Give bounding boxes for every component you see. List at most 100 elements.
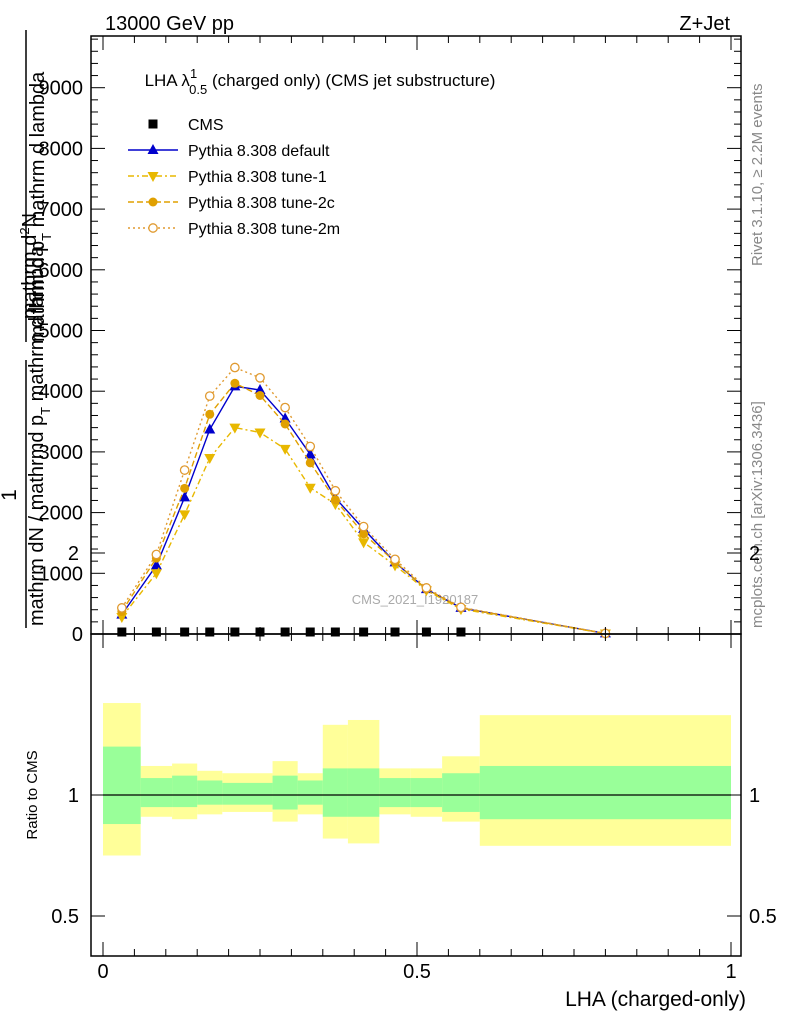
legend-marker — [148, 119, 158, 129]
data-point — [255, 372, 265, 383]
data-point — [204, 453, 216, 464]
data-point — [359, 627, 369, 637]
legend: CMS Pythia 8.308 default Pythia 8.308 tune… — [128, 117, 340, 238]
header-process: Z+Jet — [679, 13, 730, 35]
y-tick-label: 5000 — [39, 321, 84, 343]
data-point — [150, 569, 162, 580]
plot-title-rest: (charged only) (CMS jet substructure) — [207, 71, 495, 90]
ratio-stat-band — [103, 746, 141, 825]
ratio-ylabel: Ratio to CMS — [24, 750, 41, 839]
ratio-stat-band — [442, 773, 480, 812]
data-point — [151, 627, 161, 637]
data-point — [305, 441, 316, 452]
data-point — [254, 428, 266, 439]
y-tick-label: 4000 — [39, 381, 84, 403]
data-point — [304, 448, 316, 459]
data-point — [358, 521, 369, 532]
plot-title-sub: 0.5 — [189, 82, 207, 97]
y-tick-label: 0 — [72, 624, 83, 646]
ratio-bands — [103, 703, 731, 856]
data-point — [116, 613, 128, 624]
ratio-y-tick-label: 2 — [68, 543, 79, 565]
data-point — [180, 483, 190, 493]
analysis-watermark: CMS_2021_I1920187 — [352, 592, 479, 607]
ylabel-den3-rest: mathrm d lambda — [27, 71, 49, 233]
data-point — [390, 554, 400, 565]
data-point — [358, 538, 370, 549]
y-axis-label: 1 mathrm dN / mathrmd pT mathrm d lambda… — [0, 30, 54, 628]
ratio-stat-band — [347, 768, 380, 817]
data-point — [179, 465, 190, 475]
ratio-stat-band — [197, 780, 223, 805]
y-tick-label: 3000 — [39, 442, 84, 464]
y-tick-label: 9000 — [39, 78, 84, 100]
data-point — [305, 627, 315, 637]
data-point — [330, 627, 340, 637]
data-point — [204, 391, 215, 401]
ratio-y-tick-label-right: 0.5 — [749, 906, 777, 928]
data-point — [330, 495, 340, 505]
legend-marker — [148, 197, 158, 207]
data-point — [421, 583, 432, 593]
legend-label: Pythia 8.308 tune-2m — [188, 221, 340, 238]
plot-title-main: LHA λ — [145, 71, 191, 90]
data-point — [230, 362, 240, 373]
data-point — [230, 627, 240, 637]
ratio-stat-band — [479, 765, 731, 820]
data-point — [179, 510, 191, 521]
x-axis-label: LHA (charged-only) — [565, 988, 746, 1011]
legend-label: CMS — [188, 117, 224, 134]
ratio-panel: 0.5 0.5 1 1 2 2 0 0.5 1 Ratio to CMS LHA (charge… — [24, 543, 777, 1011]
ylabel-num2-text: mathrm d — [19, 235, 41, 319]
x-tick-label: 0 — [97, 961, 108, 983]
legend-label: Pythia 8.308 tune-1 — [188, 169, 327, 186]
data-point — [205, 627, 215, 637]
y-tick-label: 6000 — [39, 260, 84, 282]
ylabel-num2-sup: 2 — [17, 227, 32, 234]
rivet-label: Rivet 3.1.10, ≥ 2.2M events — [749, 84, 766, 267]
upper-axes: 0 1000 2000 3000 4000 5000 6000 7000 8000 9000 — [39, 35, 742, 646]
lower-axes: 0.5 0.5 1 1 2 2 0 0.5 1 — [51, 543, 777, 983]
plot-title-sup: 1 — [190, 66, 197, 81]
data-point — [279, 444, 291, 455]
data-point — [180, 627, 190, 637]
ylabel-one: 1 — [0, 489, 21, 501]
ratio-y-tick-label-right: 2 — [749, 543, 760, 565]
ylabel-den-rest: mathrm d lambda — [26, 245, 48, 407]
data-point — [304, 483, 316, 494]
data-point — [280, 419, 290, 429]
ylabel-denominator2: mathrm d pT mathrm d lambda — [27, 71, 54, 342]
ratio-stat-band — [172, 775, 198, 808]
ylabel-den3-text: mathrm d p — [27, 241, 49, 342]
data-point — [359, 529, 369, 539]
ratio-stat-band — [140, 778, 173, 808]
main-plot-panel: LHA λ1 0.5 (charged only) (CMS jet substr… — [39, 35, 742, 646]
ylabel-denominator: mathrm dN / mathrmd pT mathrm d lambda — [26, 245, 53, 626]
data-point — [179, 491, 191, 502]
data-point — [280, 627, 290, 637]
series-line — [121, 426, 606, 635]
data-point — [151, 549, 162, 560]
legend-marker — [148, 223, 158, 233]
y-tick-label: 8000 — [39, 138, 84, 160]
data-point — [330, 485, 341, 496]
ratio-y-tick-label: 1 — [68, 785, 79, 807]
legend-marker — [147, 172, 159, 182]
data-point — [254, 383, 266, 394]
ratio-stat-band — [222, 782, 273, 805]
y-tick-label: 2000 — [39, 503, 84, 525]
ratio-stat-band — [272, 775, 298, 810]
ratio-y-tick-label-right: 1 — [749, 785, 760, 807]
plot-title: LHA λ1 0.5 (charged only) (CMS jet substr… — [145, 66, 496, 97]
data-point — [390, 627, 400, 637]
legend-marker — [147, 144, 159, 154]
y-tick-label: 1000 — [39, 563, 84, 585]
series-line — [121, 366, 606, 635]
ratio-stat-band — [410, 778, 443, 808]
data-point — [205, 409, 215, 419]
data-point — [255, 390, 265, 400]
ratio-stat-band — [379, 778, 411, 808]
x-tick-label: 1 — [725, 961, 736, 983]
ratio-y-tick-label: 0.5 — [51, 906, 79, 928]
